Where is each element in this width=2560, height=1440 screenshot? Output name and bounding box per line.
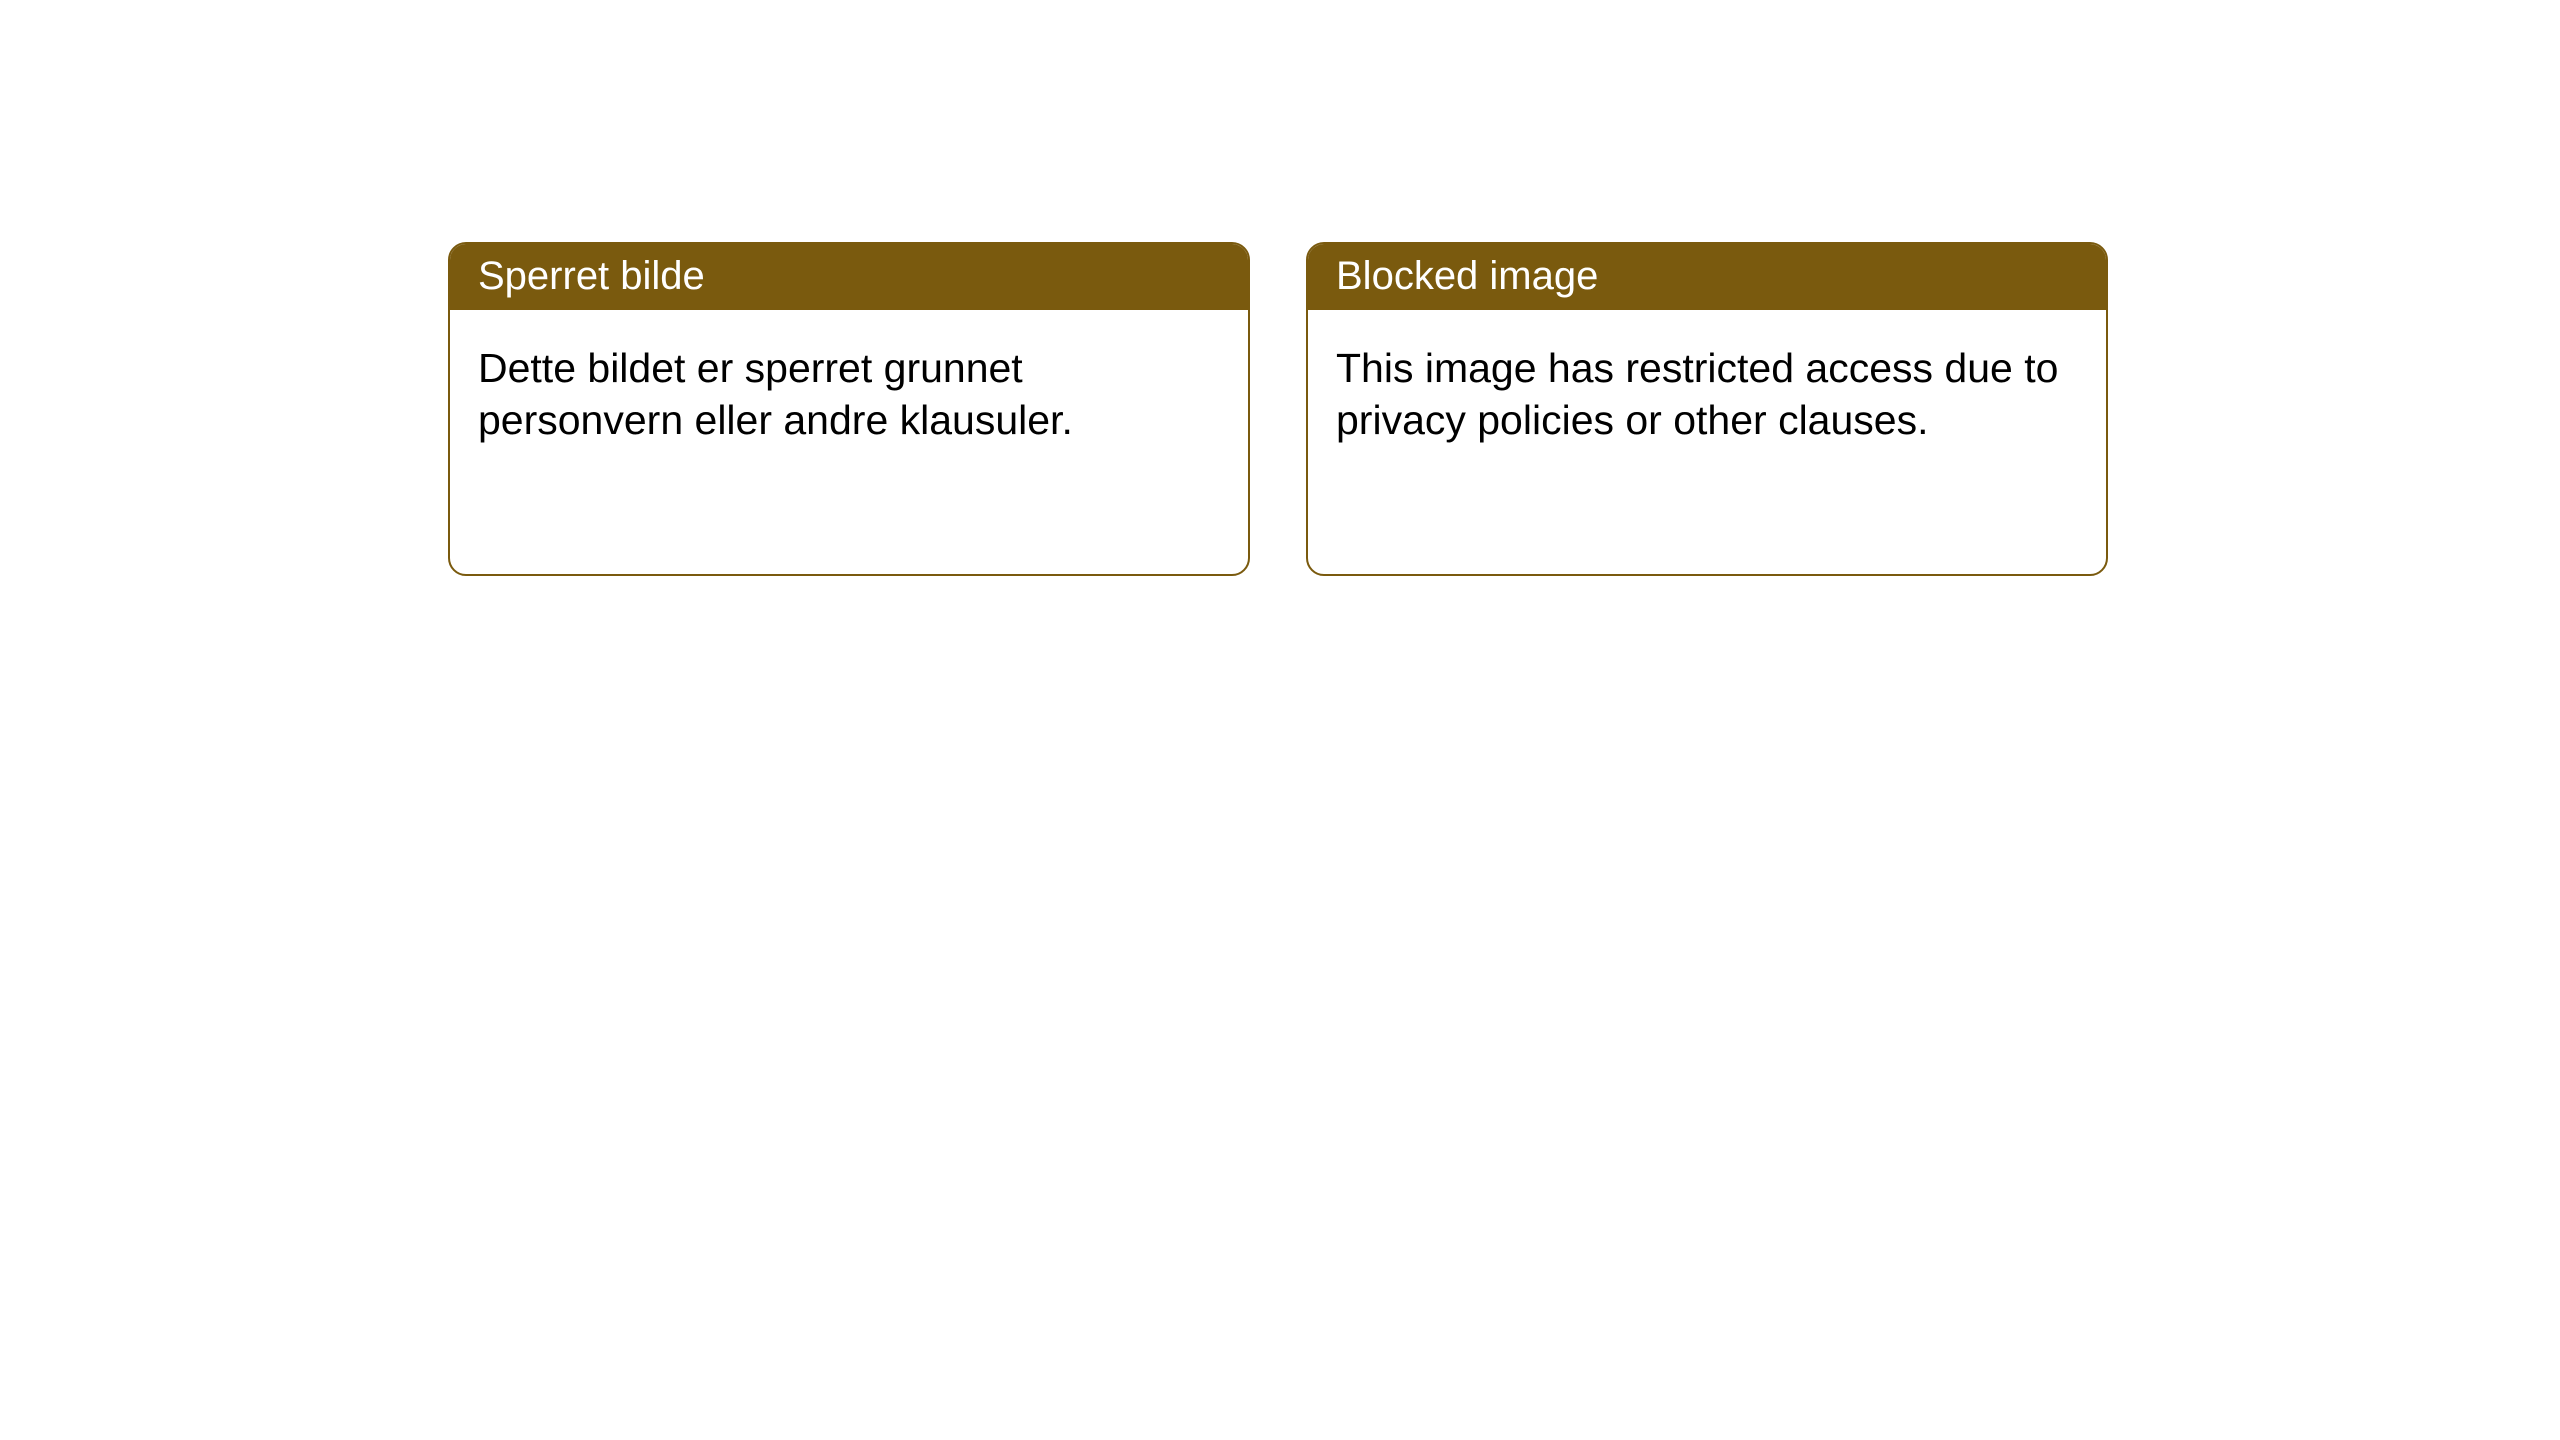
blocked-image-card-no: Sperret bilde Dette bildet er sperret gr… (448, 242, 1250, 576)
card-title-no: Sperret bilde (478, 254, 705, 298)
card-body-en: This image has restricted access due to … (1308, 310, 2106, 479)
blocked-image-card-en: Blocked image This image has restricted … (1306, 242, 2108, 576)
card-message-en: This image has restricted access due to … (1336, 345, 2058, 443)
card-title-en: Blocked image (1336, 254, 1598, 298)
cards-container: Sperret bilde Dette bildet er sperret gr… (0, 0, 2560, 576)
card-header-no: Sperret bilde (450, 244, 1248, 310)
card-body-no: Dette bildet er sperret grunnet personve… (450, 310, 1248, 479)
card-message-no: Dette bildet er sperret grunnet personve… (478, 345, 1073, 443)
card-header-en: Blocked image (1308, 244, 2106, 310)
